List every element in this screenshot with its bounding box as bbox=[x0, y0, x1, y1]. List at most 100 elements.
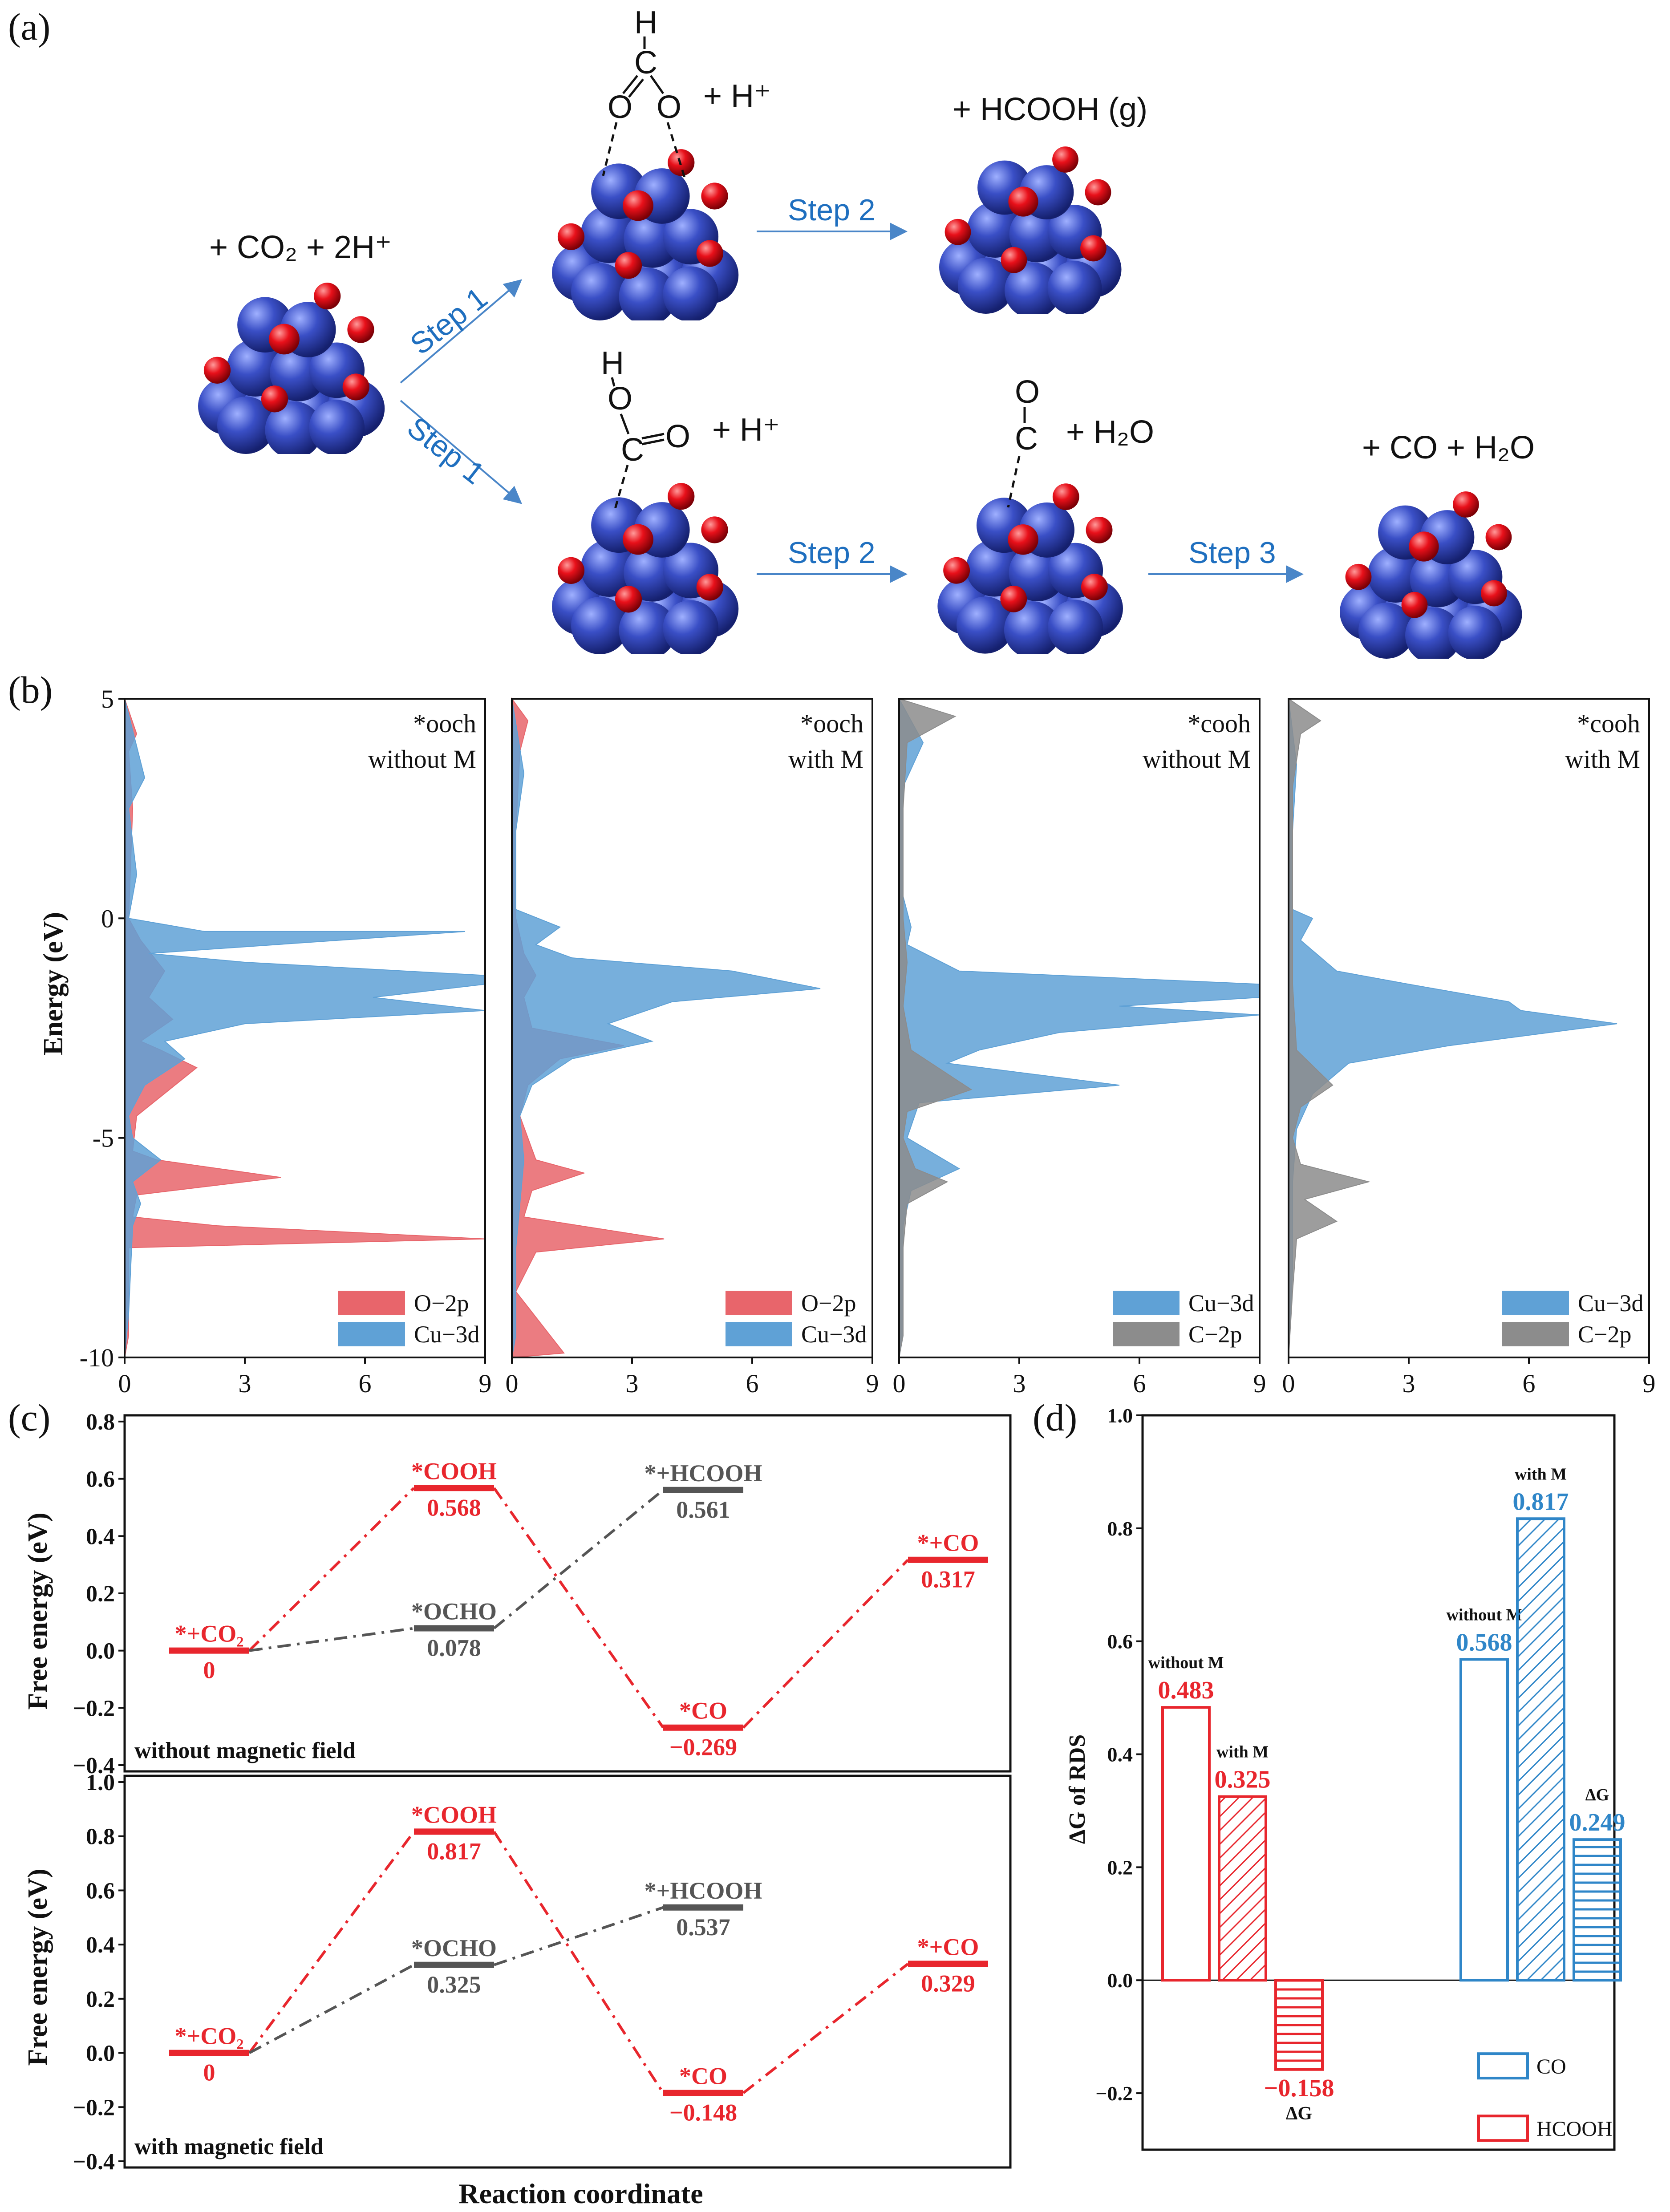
pdos-legend-swatch bbox=[1113, 1291, 1180, 1315]
rds-bar-plot: 1.0 0.8 0.6 0.4 0.2 0.0 −0.2 0.483 without M 0.32… bbox=[1095, 1406, 1625, 2151]
pdos-legend-label: C−2p bbox=[1188, 1321, 1242, 1348]
pdos-legend-swatch bbox=[726, 1322, 792, 1346]
bar-category-label: ΔG bbox=[1585, 1786, 1609, 1804]
step1-label-bottom: Step 1 bbox=[401, 410, 491, 491]
pdos-y-tick-label: -10 bbox=[80, 1343, 114, 1372]
pdos-x-tick-label: 3 bbox=[239, 1369, 251, 1398]
bar-value-label: 0.568 bbox=[1456, 1629, 1512, 1656]
pdos-subplot-cooh-without-m: 0 3 6 9 *cooh without M Cu−3d C−2p bbox=[893, 698, 1266, 1398]
pdos-title-line1: *cooh bbox=[1577, 709, 1640, 738]
step3-label: Step 3 bbox=[1188, 536, 1276, 570]
panel-label-c: (c) bbox=[8, 1396, 51, 1439]
pdos-x-tick-label: 0 bbox=[1282, 1369, 1295, 1398]
top-intermediate-label: + H⁺ bbox=[703, 78, 771, 114]
bar-HCOOH-ΔG bbox=[1274, 1979, 1324, 2071]
fe-state-value: 0.817 bbox=[427, 1838, 481, 1864]
pdos-legend-label: Cu−3d bbox=[1188, 1290, 1254, 1317]
pdos-legend-swatch bbox=[1502, 1291, 1569, 1315]
step1-arrow-top bbox=[400, 279, 523, 384]
fe-field-note: with magnetic field bbox=[134, 2134, 324, 2159]
atom-o-top-left: O bbox=[608, 89, 632, 125]
rds-ylabel: ΔG of RDS bbox=[1065, 1734, 1090, 1844]
fe-connector-red bbox=[742, 1559, 909, 1729]
top-product-label: + HCOOH (g) bbox=[953, 92, 1147, 127]
bar-value-label: −0.158 bbox=[1264, 2074, 1334, 2102]
pdos-legend-label: Cu−3d bbox=[1578, 1290, 1643, 1317]
fe-xlabel: Reaction coordinate bbox=[458, 2178, 703, 2209]
bar-CO-without M bbox=[1459, 1658, 1509, 1982]
pdos-legend-swatch bbox=[338, 1322, 405, 1346]
fe-y-tick-label: −0.4 bbox=[73, 1753, 115, 1779]
pdos-frame bbox=[124, 698, 486, 1358]
pdos-x-tick-label: 3 bbox=[1402, 1369, 1415, 1398]
pdos-title-line1: *ooch bbox=[413, 709, 476, 738]
pdos-area-C−2p bbox=[899, 698, 973, 1358]
bar-y-tick-label: 1.0 bbox=[1107, 1406, 1133, 1427]
fe-plot-without-field: 0.8 0.6 0.4 0.2 0.0 −0.2 −0.4 *+CO₂ 0 *COOH 0.568 *… bbox=[73, 1410, 1012, 1779]
cu-cluster-initial bbox=[198, 283, 385, 454]
free-energy-diagrams: Free energy (eV) Free energy (eV) 0.8 0.6… bbox=[23, 1410, 1012, 2209]
fe-y-tick-label: 0.8 bbox=[86, 1410, 115, 1435]
pdos-legend-swatch bbox=[1502, 1322, 1569, 1346]
pdos-ylabel: Energy (eV) bbox=[38, 912, 69, 1055]
pdos-legend-swatch bbox=[338, 1291, 405, 1315]
pdos-legend-label: O−2p bbox=[801, 1290, 856, 1317]
fe-frame bbox=[123, 1414, 1012, 1773]
fe-ylabel-bottom: Free energy (eV) bbox=[23, 1869, 53, 2066]
fe-connector-red bbox=[493, 1831, 665, 2094]
bottom-intermediate2-label: + H₂O bbox=[1066, 414, 1154, 450]
fe-field-note: without magnetic field bbox=[134, 1738, 356, 1763]
bar-category-label: ΔG bbox=[1286, 2103, 1312, 2124]
fe-state-value: 0.561 bbox=[676, 1496, 730, 1523]
fe-connector-gray bbox=[249, 1627, 414, 1652]
pdos-y-tick-label: -5 bbox=[93, 1124, 114, 1153]
atom-o-top-right: O bbox=[657, 89, 681, 125]
bond-o-c bbox=[620, 413, 630, 434]
cu-cluster-cooh bbox=[552, 483, 739, 654]
fe-y-tick-label: 0.6 bbox=[86, 1467, 115, 1492]
fe-connector-red bbox=[493, 1487, 665, 1729]
pdos-legend-label: O−2p bbox=[414, 1290, 469, 1317]
fe-state-name: *+CO₂ bbox=[175, 1621, 244, 1647]
fe-y-tick-label: −0.2 bbox=[73, 2095, 115, 2120]
pdos-x-tick-label: 6 bbox=[1133, 1369, 1146, 1398]
fe-y-tick-label: 0.2 bbox=[86, 1581, 115, 1607]
reaction-scheme: + CO₂ + 2H⁺ Step 1 Step 1 H C O O + H⁺ S… bbox=[198, 5, 1535, 659]
bond-c-o-double2 bbox=[641, 438, 665, 446]
pdos-subplot-cooh-with-m: 0 3 6 9 *cooh with M Cu−3d C−2p bbox=[1282, 698, 1656, 1398]
bar-category-label: without M bbox=[1447, 1605, 1522, 1624]
legend-label-HCOOH: HCOOH bbox=[1536, 2117, 1613, 2141]
cu-cluster-ocho bbox=[552, 149, 739, 320]
fe-state-name: *+HCOOH bbox=[644, 1460, 762, 1487]
pdos-frame bbox=[898, 698, 1261, 1358]
fe-frame bbox=[123, 1774, 1012, 2169]
panel-label-b: (b) bbox=[8, 668, 53, 711]
fe-y-tick-label: 0.6 bbox=[86, 1878, 115, 1904]
cu-cluster-top-product bbox=[939, 146, 1122, 314]
pdos-legend-label: Cu−3d bbox=[414, 1321, 479, 1348]
pdos-y-tick-label: 5 bbox=[101, 685, 114, 713]
bar-HCOOH-without M bbox=[1161, 1706, 1211, 1982]
pdos-legend-swatch bbox=[1113, 1322, 1180, 1346]
fe-state-value: 0.537 bbox=[676, 1914, 730, 1941]
pdos-x-tick-label: 0 bbox=[118, 1369, 131, 1398]
atom-c-top: C bbox=[634, 45, 657, 81]
fe-y-tick-label: 0.0 bbox=[86, 1639, 115, 1664]
pdos-legend-swatch bbox=[726, 1291, 792, 1315]
fe-connector-red bbox=[742, 1962, 909, 2095]
bar-frame bbox=[1141, 1414, 1616, 2151]
fe-y-tick-label: 0.4 bbox=[86, 1932, 115, 1958]
bar-y-tick-label: 0.4 bbox=[1107, 1743, 1133, 1766]
fe-state-value: 0 bbox=[203, 1657, 215, 1684]
bond-co-cu bbox=[1007, 456, 1021, 508]
pdos-x-tick-label: 0 bbox=[893, 1369, 906, 1398]
bond-c-o1 bbox=[622, 75, 638, 94]
pdos-legend-label: Cu−3d bbox=[801, 1321, 867, 1348]
fe-state-value: 0.568 bbox=[427, 1494, 481, 1521]
fe-state-name: *COOH bbox=[411, 1458, 497, 1484]
fe-y-tick-label: 0.0 bbox=[86, 2041, 115, 2066]
pdos-area-Cu−3d bbox=[899, 698, 1260, 1358]
pdos-area-Cu−3d bbox=[1288, 698, 1617, 1358]
pdos-x-tick-label: 3 bbox=[1013, 1369, 1026, 1398]
bar-y-tick-label: 0.0 bbox=[1107, 1969, 1133, 1992]
